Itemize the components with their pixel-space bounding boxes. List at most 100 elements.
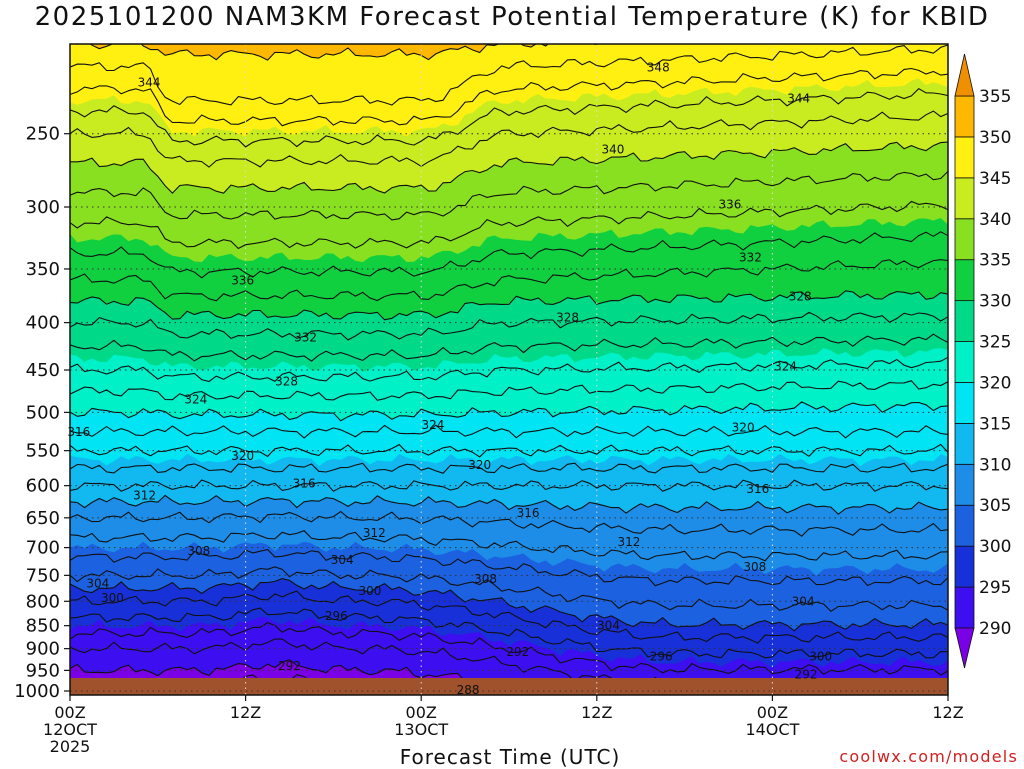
contour-label: 316 bbox=[746, 482, 769, 496]
contour-label: 324 bbox=[184, 392, 207, 406]
contour-label: 344 bbox=[787, 91, 810, 105]
colorbar-label: 295 bbox=[979, 578, 1011, 598]
colorbar-bin-310-315 bbox=[954, 422, 975, 465]
contour-label: 304 bbox=[331, 553, 354, 567]
colorbar-label: 330 bbox=[979, 292, 1011, 312]
contour-line-294 bbox=[70, 621, 948, 676]
colorbar-max-extension bbox=[954, 53, 975, 97]
contour-label: 344 bbox=[138, 75, 161, 89]
y-tick-label: 300 bbox=[26, 197, 60, 218]
contour-line-310 bbox=[70, 494, 948, 515]
y-tick-label: 950 bbox=[26, 660, 60, 681]
x-tick-label: 12Z bbox=[581, 703, 612, 722]
contour-label: 316 bbox=[293, 477, 316, 491]
contour-label: 304 bbox=[597, 619, 620, 633]
contour-label: 316 bbox=[517, 506, 540, 520]
contour-labels: 344 348 344 340 336 336 332 328 328 332 324 328 324 3… bbox=[67, 60, 832, 697]
contour-line-332 bbox=[70, 259, 948, 302]
contour-line-340 bbox=[70, 141, 948, 194]
contour-label: 292 bbox=[278, 659, 301, 673]
y-tick-label: 650 bbox=[26, 508, 60, 529]
x-tick-label: 14OCT bbox=[745, 720, 799, 739]
source-credit[interactable]: coolwx.com/models bbox=[839, 747, 1018, 766]
contour-line-328 bbox=[70, 311, 948, 341]
contour-label: 336 bbox=[719, 197, 742, 211]
x-axis-label: Forecast Time (UTC) bbox=[399, 745, 621, 769]
contour-line-312 bbox=[70, 479, 948, 492]
contour-label: 300 bbox=[101, 591, 124, 605]
x-tick-label: 00Z bbox=[406, 703, 437, 722]
contour-line-336 bbox=[70, 200, 948, 250]
colorbar-label: 340 bbox=[979, 210, 1011, 230]
colorbar-label: 290 bbox=[979, 619, 1011, 639]
y-tick-label: 1000 bbox=[14, 681, 60, 702]
contour-label: 308 bbox=[187, 544, 210, 558]
grid-lines bbox=[69, 44, 949, 695]
contour-label: 304 bbox=[792, 594, 815, 608]
contour-label: 308 bbox=[743, 560, 766, 574]
x-tick-label: 12OCT bbox=[43, 720, 97, 739]
contour-label: 296 bbox=[325, 609, 348, 623]
contour-label: 300 bbox=[359, 584, 382, 598]
contour-line-316 bbox=[70, 443, 948, 458]
contour-label: 320 bbox=[468, 458, 491, 472]
x-tick-label: 12Z bbox=[230, 703, 261, 722]
contour-label: 292 bbox=[795, 668, 818, 682]
colorbar-bin-290-295 bbox=[954, 586, 975, 629]
contour-line-346 bbox=[70, 67, 948, 127]
colorbar-bin-325-330 bbox=[954, 300, 975, 342]
y-tick-label: 350 bbox=[26, 259, 60, 280]
contour-label: 308 bbox=[474, 572, 497, 586]
contour-label: 320 bbox=[732, 420, 755, 434]
y-tick-label: 600 bbox=[26, 476, 60, 497]
colorbar-bin-340-345 bbox=[954, 177, 975, 220]
contour-line-306 bbox=[70, 530, 948, 562]
contour-label: 340 bbox=[601, 142, 624, 156]
contour-line-324 bbox=[70, 356, 948, 383]
colorbar-min-extension bbox=[954, 627, 975, 669]
x-tick-label: 12Z bbox=[932, 703, 963, 722]
colorbar-bin-345-350 bbox=[954, 136, 975, 179]
y-tick-label: 550 bbox=[26, 441, 60, 462]
colorbar-label: 325 bbox=[979, 333, 1011, 353]
contour-label: 328 bbox=[789, 290, 812, 304]
x-tick-label: 2025 bbox=[50, 737, 91, 756]
colorbar-label: 345 bbox=[979, 169, 1011, 189]
contour-line-342 bbox=[70, 110, 948, 168]
contour-line-298 bbox=[70, 590, 948, 644]
contour-label: 304 bbox=[86, 576, 109, 590]
y-tick-label: 750 bbox=[26, 565, 60, 586]
contour-label: 292 bbox=[506, 645, 529, 659]
contour-line-308 bbox=[70, 510, 948, 537]
contour-line-334 bbox=[70, 231, 948, 279]
colorbar-bin-320-325 bbox=[954, 341, 975, 383]
contour-label: 336 bbox=[231, 273, 254, 287]
x-tick-label: 00Z bbox=[54, 703, 85, 722]
contour-line-320 bbox=[70, 401, 948, 422]
x-tick-label: 13OCT bbox=[394, 720, 448, 739]
theta-band-355-380 bbox=[70, 0, 948, 4]
colorbar-bin-335-340 bbox=[954, 218, 975, 261]
contour-line-296 bbox=[70, 607, 948, 659]
y-tick-label: 500 bbox=[26, 402, 60, 423]
colorbar-label: 350 bbox=[979, 128, 1011, 148]
contour-line-344 bbox=[70, 88, 948, 148]
y-tick-label: 250 bbox=[26, 124, 60, 145]
y-tick-label: 850 bbox=[26, 616, 60, 637]
colorbar-bin-300-305 bbox=[954, 504, 975, 547]
x-tick-label: 00Z bbox=[757, 703, 788, 722]
colorbar-label: 355 bbox=[979, 87, 1011, 107]
contour-line-338 bbox=[70, 171, 948, 221]
contour-line-326 bbox=[70, 333, 948, 362]
y-tick-label: 800 bbox=[26, 591, 60, 612]
colorbar-bin-305-310 bbox=[954, 463, 975, 506]
contour-line-304 bbox=[70, 548, 948, 587]
y-tick-label: 450 bbox=[26, 360, 60, 381]
y-tick-label: 900 bbox=[26, 639, 60, 660]
contour-line-318 bbox=[70, 424, 948, 439]
contour-label: 328 bbox=[275, 374, 298, 388]
contour-label: 296 bbox=[650, 650, 673, 664]
contour-label: 300 bbox=[809, 650, 832, 664]
